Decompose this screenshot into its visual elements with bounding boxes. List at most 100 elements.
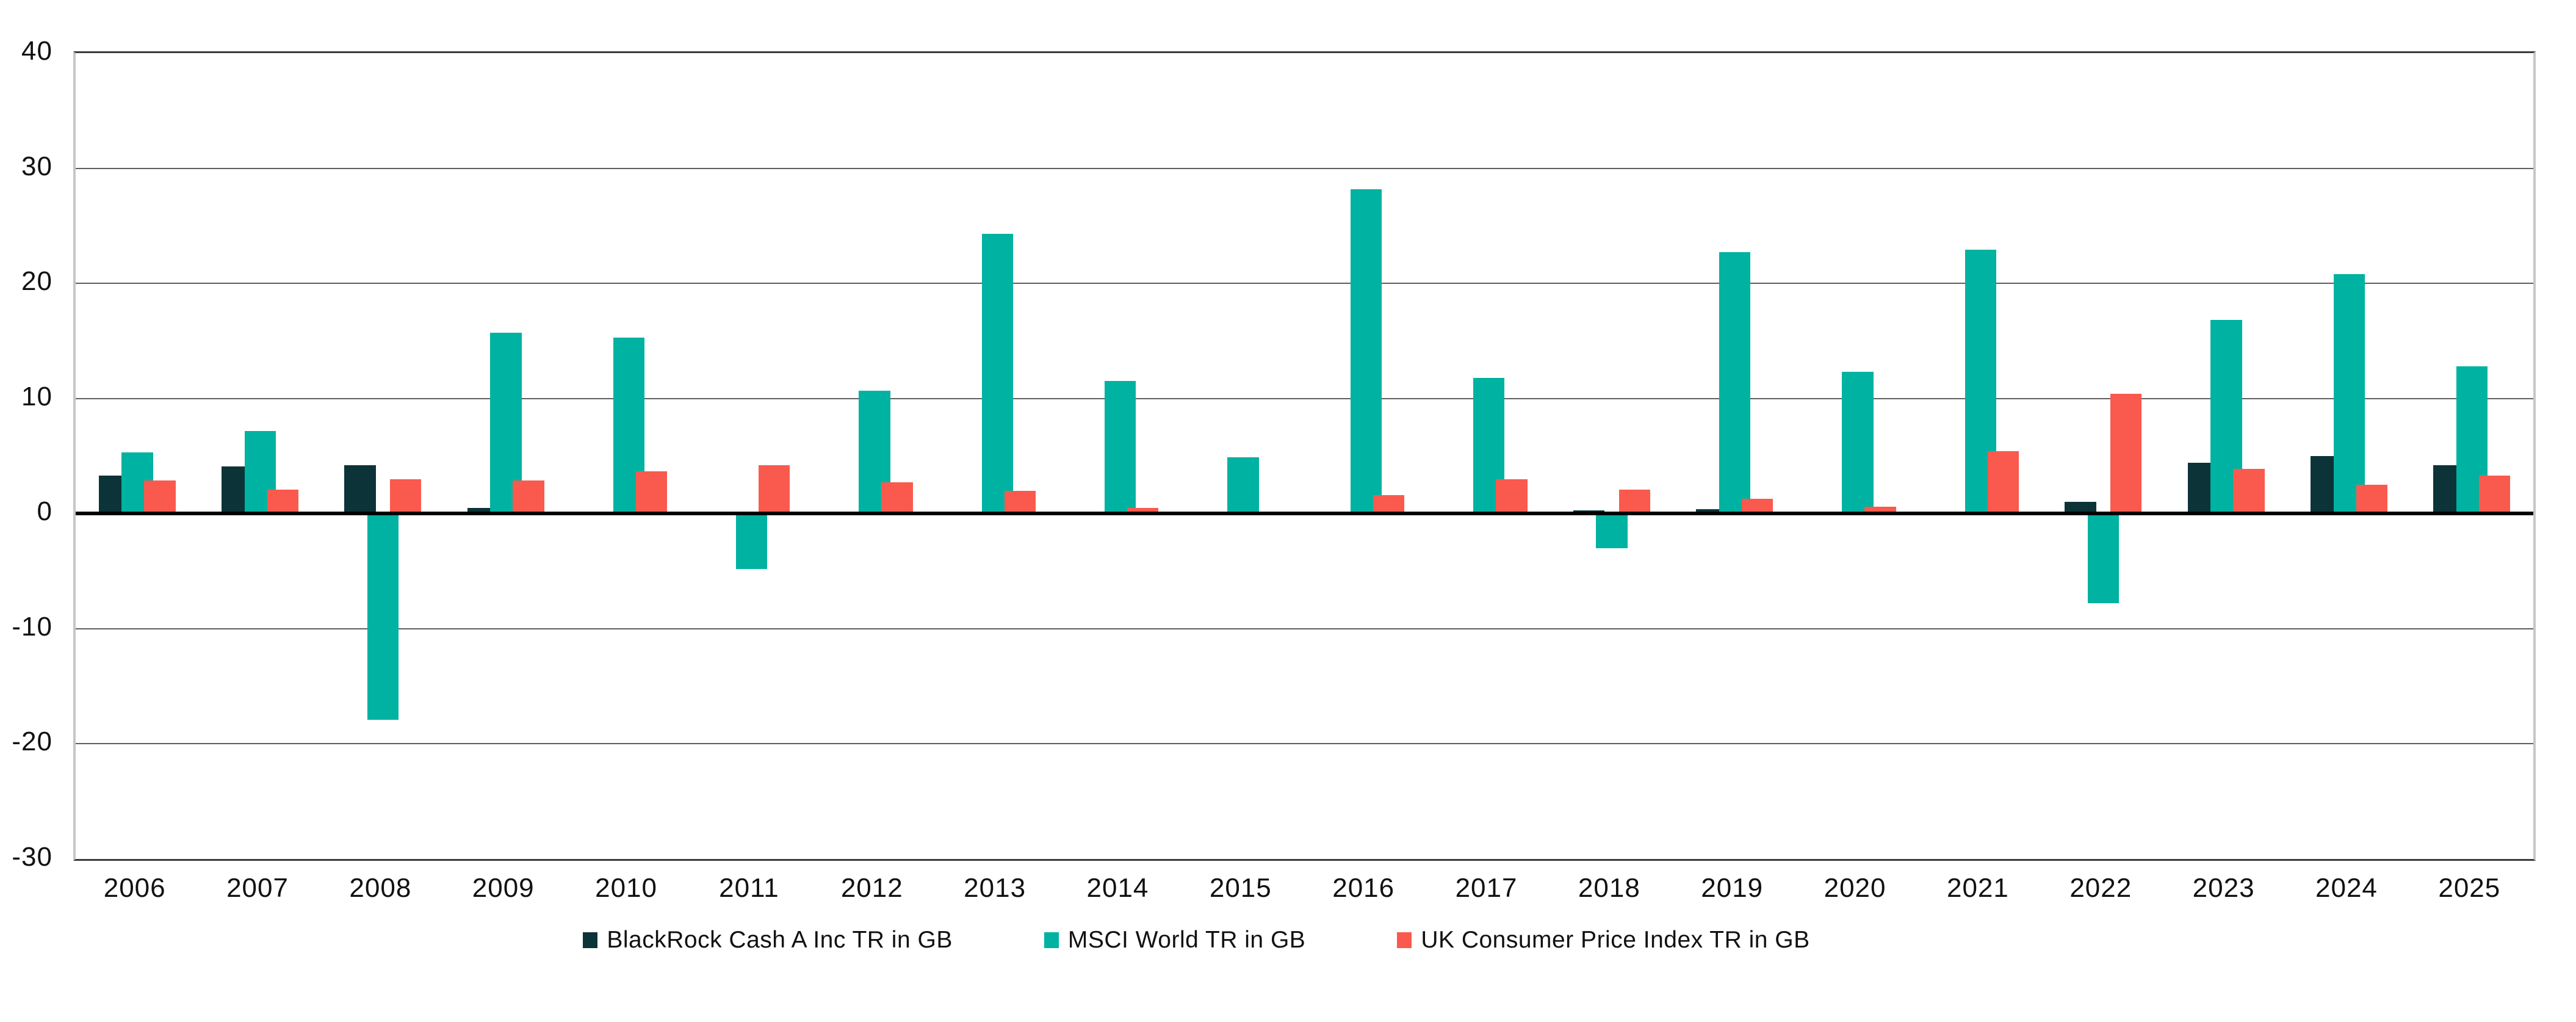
x-axis-label-2019: 2019 — [1701, 873, 1764, 903]
bar-group-2024 — [2287, 53, 2410, 859]
bar-group-2012 — [813, 53, 936, 859]
bar-group-2015 — [1182, 53, 1304, 859]
bar-group-2008 — [322, 53, 444, 859]
bar-2016-series-1 — [1350, 189, 1382, 514]
bar-group-2011 — [690, 53, 813, 859]
x-axis-label-2022: 2022 — [2069, 873, 2132, 903]
x-axis-label-2017: 2017 — [1455, 873, 1518, 903]
gridline--20 — [76, 743, 2533, 745]
bar-2018-series-2 — [1618, 489, 1650, 514]
bar-group-2025 — [2411, 53, 2533, 859]
x-axis-label-2011: 2011 — [719, 873, 779, 903]
legend-swatch-1 — [1044, 932, 1059, 948]
legend-swatch-0 — [583, 932, 598, 948]
bar-2008-series-0 — [344, 465, 376, 514]
bar-2010-series-2 — [635, 471, 668, 514]
x-axis-label-2007: 2007 — [226, 873, 289, 903]
gridline-10 — [76, 397, 2533, 399]
y-tick-label: -20 — [12, 727, 52, 757]
y-tick-label: -30 — [12, 842, 52, 872]
bar-2009-series-2 — [513, 480, 544, 514]
x-axis-label-2023: 2023 — [2192, 873, 2255, 903]
x-axis-label-2012: 2012 — [840, 873, 903, 903]
bar-2014-series-2 — [1127, 507, 1159, 514]
bar-2023-series-2 — [2233, 468, 2265, 514]
bar-group-2019 — [1673, 53, 1796, 859]
x-axis-label-2021: 2021 — [1946, 873, 2009, 903]
y-tick-label: 10 — [21, 381, 52, 411]
bar-2014-series-1 — [1105, 381, 1136, 514]
gridline-20 — [76, 283, 2533, 284]
bar-2006-series-2 — [144, 480, 176, 514]
x-axis-label-2009: 2009 — [472, 873, 535, 903]
bar-2013-series-2 — [1004, 490, 1036, 514]
bar-2022-series-0 — [2065, 502, 2096, 514]
plot-area — [73, 51, 2536, 861]
gridline-30 — [76, 167, 2533, 169]
bar-group-2023 — [2165, 53, 2287, 859]
bar-2011-series-2 — [759, 465, 790, 514]
bar-group-2007 — [198, 53, 321, 859]
y-tick-label: 40 — [21, 36, 52, 66]
bar-group-2009 — [444, 53, 567, 859]
bar-group-2010 — [567, 53, 690, 859]
bar-2007-series-2 — [267, 489, 299, 514]
x-axis-label-2020: 2020 — [1824, 873, 1886, 903]
bar-group-2020 — [1796, 53, 1919, 859]
bar-2019-series-0 — [1696, 509, 1728, 514]
bar-2013-series-1 — [981, 234, 1014, 514]
zero-axis-line — [76, 512, 2533, 516]
bar-2012-series-2 — [881, 482, 913, 514]
bar-2008-series-1 — [367, 513, 399, 720]
x-axis-label-2024: 2024 — [2315, 873, 2378, 903]
x-axis-label-2014: 2014 — [1086, 873, 1149, 903]
bar-2024-series-1 — [2333, 274, 2365, 514]
legend-label-1: MSCI World TR in GB — [1067, 927, 1306, 953]
bar-group-2014 — [1059, 53, 1182, 859]
x-axis-label-2013: 2013 — [964, 873, 1026, 903]
x-axis-label-2010: 2010 — [595, 873, 657, 903]
bar-2009-series-0 — [467, 507, 499, 514]
x-axis-label-2016: 2016 — [1332, 873, 1395, 903]
legend-item-1: MSCI World TR in GB — [1044, 927, 1305, 954]
y-tick-label: 0 — [37, 496, 52, 527]
bar-group-2022 — [2042, 53, 2165, 859]
legend-item-0: BlackRock Cash A Inc TR in GB — [583, 927, 953, 954]
x-axis-label-2025: 2025 — [2438, 873, 2501, 903]
legend-label-2: UK Consumer Price Index TR in GB — [1421, 927, 1810, 953]
bar-2022-series-1 — [2087, 513, 2120, 604]
bar-2020-series-2 — [1864, 506, 1896, 514]
bar-2020-series-1 — [1842, 372, 1874, 514]
bar-2015-series-1 — [1227, 457, 1259, 514]
y-tick-label: 20 — [21, 266, 52, 297]
bar-2021-series-2 — [1987, 451, 2019, 514]
bar-2019-series-1 — [1719, 252, 1751, 514]
legend-swatch-2 — [1397, 932, 1412, 948]
bar-group-2013 — [936, 53, 1058, 859]
legend-label-0: BlackRock Cash A Inc TR in GB — [607, 927, 953, 953]
gridline--10 — [76, 628, 2533, 629]
bar-2025-series-2 — [2478, 476, 2511, 514]
y-tick-label: -10 — [12, 611, 52, 642]
bar-2022-series-2 — [2110, 394, 2142, 514]
legend-item-2: UK Consumer Price Index TR in GB — [1397, 927, 1809, 954]
x-axis-label-2018: 2018 — [1578, 873, 1640, 903]
bar-group-2021 — [1919, 53, 2041, 859]
x-axis-label-2006: 2006 — [103, 873, 166, 903]
bar-2024-series-2 — [2356, 485, 2387, 514]
bar-2019-series-2 — [1741, 498, 1773, 514]
legend: BlackRock Cash A Inc TR in GB MSCI World … — [0, 927, 2484, 954]
bar-group-2018 — [1550, 53, 1673, 859]
bar-group-2017 — [1427, 53, 1550, 859]
bar-group-2006 — [76, 53, 198, 859]
bar-2011-series-1 — [736, 513, 768, 569]
bar-2018-series-1 — [1596, 513, 1628, 548]
bar-2017-series-2 — [1496, 479, 1528, 514]
bar-group-2016 — [1305, 53, 1427, 859]
bar-2016-series-2 — [1373, 495, 1405, 514]
x-axis-label-2015: 2015 — [1209, 873, 1272, 903]
y-tick-label: 30 — [21, 151, 52, 181]
bar-2008-series-2 — [390, 479, 422, 514]
x-axis-label-2008: 2008 — [349, 873, 412, 903]
